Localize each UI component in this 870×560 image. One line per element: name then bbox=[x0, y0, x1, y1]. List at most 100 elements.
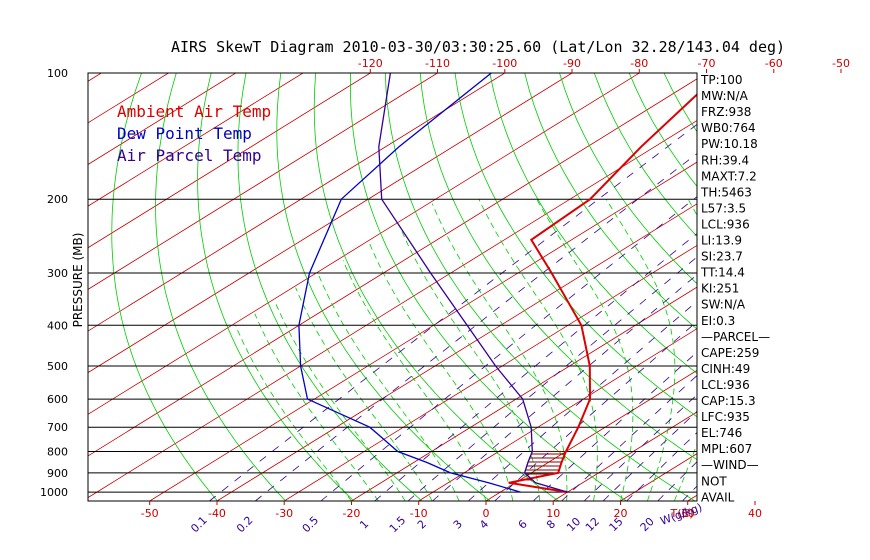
isotherm-line bbox=[88, 120, 697, 499]
dry-adiabat-line bbox=[419, 73, 697, 461]
mixing-ratio-tick-label: 20 bbox=[638, 515, 657, 534]
isotherm-line bbox=[216, 203, 697, 501]
index-item: LFC:935 bbox=[701, 410, 750, 424]
index-item: WB0:764 bbox=[701, 121, 756, 135]
index-item: CINH:49 bbox=[701, 362, 750, 376]
mixing-ratio-tick-label: 3 bbox=[451, 517, 465, 531]
moist-adiabat-line bbox=[369, 243, 514, 501]
index-item: FRZ:938 bbox=[701, 105, 751, 119]
index-item: KI:251 bbox=[701, 282, 739, 296]
plot-frame bbox=[87, 72, 698, 502]
dry-adiabat-line bbox=[197, 73, 355, 501]
isotherm-line bbox=[88, 73, 573, 374]
isotherm-line bbox=[88, 73, 640, 415]
pressure-tick-label: 100 bbox=[47, 67, 68, 80]
index-item: —PARCEL— bbox=[701, 330, 770, 344]
top-temp-tick-label: -80 bbox=[630, 57, 648, 70]
isotherm-line bbox=[88, 73, 237, 165]
isotherm-line bbox=[149, 161, 697, 501]
top-temp-tick-label: -50 bbox=[832, 57, 850, 70]
index-item: NOT bbox=[701, 474, 727, 488]
temp-unit-label: T(C) bbox=[670, 507, 694, 520]
moist-adiabat-line bbox=[235, 325, 352, 501]
index-item: LCL:936 bbox=[701, 378, 750, 392]
index-item: TT:14.4 bbox=[700, 266, 745, 280]
dry-adiabat-line bbox=[769, 73, 870, 501]
mixing-ratio-line bbox=[468, 300, 697, 501]
index-item: EI:0.3 bbox=[701, 314, 735, 328]
dry-adiabat-line bbox=[559, 73, 697, 285]
moist-adiabat-line bbox=[431, 203, 568, 501]
index-item: TH:5463 bbox=[700, 185, 752, 199]
pressure-tick-label: 900 bbox=[47, 467, 68, 480]
index-item: CAPE:259 bbox=[701, 346, 759, 360]
series-line-ambient bbox=[508, 93, 697, 494]
isotherm-line bbox=[88, 73, 304, 207]
isotherm-line bbox=[88, 73, 371, 249]
top-temp-tick-label: -60 bbox=[765, 57, 783, 70]
top-temp-tick-label: -110 bbox=[425, 57, 450, 70]
moist-adiabat-line bbox=[478, 199, 598, 501]
pressure-tick-label: 300 bbox=[47, 267, 68, 280]
pressure-tick-label: 800 bbox=[47, 446, 68, 459]
mixing-ratio-tick-label: 0.2 bbox=[234, 514, 256, 536]
index-item: MAXT:7.2 bbox=[701, 169, 757, 183]
pressure-tick-label: 400 bbox=[47, 319, 68, 332]
index-item: PW:10.18 bbox=[701, 137, 758, 151]
bottom-temp-tick-label: 20 bbox=[613, 507, 627, 520]
isotherm-line bbox=[351, 286, 697, 501]
moist-adiabat-line bbox=[536, 199, 634, 501]
legend: Ambient Air Temp Dew Point Temp Air Parcel… bbox=[117, 102, 271, 165]
top-temp-tick-label: -100 bbox=[492, 57, 517, 70]
legend-entry-parcel: Air Parcel Temp bbox=[117, 146, 262, 165]
mixing-ratio-tick-label: 12 bbox=[583, 515, 602, 534]
dry-adiabat-line bbox=[489, 73, 697, 374]
top-temp-tick-label: -70 bbox=[698, 57, 716, 70]
index-item: MPL:607 bbox=[701, 442, 752, 456]
dry-adiabat-line bbox=[349, 73, 627, 501]
mixing-ratio-line bbox=[657, 461, 697, 501]
moist-adiabat-line bbox=[317, 272, 460, 501]
bottom-temp-tick-label: -20 bbox=[342, 507, 360, 520]
moist-adiabat-line bbox=[342, 260, 487, 501]
isotherm-line bbox=[822, 73, 870, 501]
mixing-ratio-line bbox=[255, 153, 697, 501]
dry-adiabat-line bbox=[237, 73, 423, 501]
index-item: —WIND— bbox=[701, 458, 759, 472]
index-item: SI:23.7 bbox=[701, 250, 743, 264]
dry-adiabat-line bbox=[838, 73, 870, 501]
bottom-temp-tick-label: -40 bbox=[208, 507, 226, 520]
dry-adiabat-line bbox=[384, 73, 696, 501]
bottom-temp-tick-label: 30 bbox=[681, 507, 695, 520]
mixing-unit-label: W(g/kg) bbox=[659, 501, 704, 528]
dry-adiabat-line bbox=[663, 73, 697, 133]
mixing-ratio-line bbox=[374, 232, 697, 501]
isotherm-line bbox=[418, 328, 697, 501]
isotherm-line bbox=[755, 73, 870, 501]
mixing-ratio-tick-label: 0.5 bbox=[300, 514, 322, 536]
isotherm-line bbox=[88, 78, 697, 457]
pressure-tick-label: 200 bbox=[47, 193, 68, 206]
isotherm-line bbox=[88, 73, 506, 332]
dry-adiabat-line bbox=[454, 73, 697, 418]
mixing-ratio-tick-label: 0.1 bbox=[188, 514, 210, 536]
index-item: RH:39.4 bbox=[701, 153, 749, 167]
index-item: TP:100 bbox=[700, 73, 743, 87]
dry-adiabat-line bbox=[155, 73, 286, 501]
mixing-ratio-tick-label: 6 bbox=[516, 517, 530, 531]
chart-title: AIRS SkewT Diagram 2010-03-30/03:30:25.6… bbox=[171, 38, 785, 56]
pressure-tick-label: 700 bbox=[47, 421, 68, 434]
series-line-parcel bbox=[378, 73, 568, 493]
mixing-ratio-line bbox=[407, 256, 697, 501]
bottom-temp-tick-label: 40 bbox=[748, 507, 762, 520]
indices-panel: TP:100 MW:N/A FRZ:938 WB0:764 PW:10.18 RH:39.… bbox=[700, 73, 770, 504]
dry-adiabat-line bbox=[313, 73, 559, 501]
index-item: SW:N/A bbox=[701, 298, 746, 312]
mixing-ratio-tick-label: 1.5 bbox=[387, 514, 409, 536]
mixing-ratio-line bbox=[209, 123, 697, 501]
index-item: AVAIL bbox=[701, 490, 735, 504]
mixing-ratio-line bbox=[320, 196, 697, 501]
index-item: LCL:936 bbox=[701, 217, 750, 231]
bottom-temp-tick-label: -50 bbox=[141, 507, 159, 520]
dry-adiabat-line bbox=[111, 73, 218, 501]
